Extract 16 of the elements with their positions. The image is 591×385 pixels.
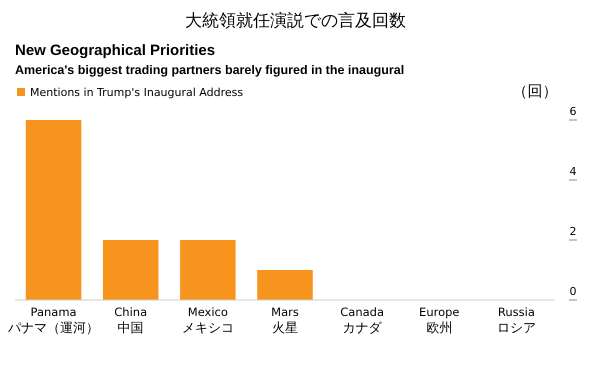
annotation: America's biggest trading partners barely figured in the inaugural: [15, 63, 404, 77]
x-tick-label: Panama パナマ（運河）: [7, 305, 100, 336]
x-tick-label: Mexico メキシコ: [182, 305, 234, 336]
x-tick-label: China 中国: [114, 305, 148, 336]
y-tick-label: 6: [570, 105, 576, 118]
title: 大統領就任演説での言及回数: [185, 11, 406, 31]
x-tick-label: Russia ロシア: [496, 305, 536, 336]
ylabel: （回）: [512, 82, 558, 100]
legend-label: Mentions in Trump's Inaugural Address: [30, 86, 244, 99]
x-tick-label: Mars 火星: [271, 305, 299, 336]
y-tick-label: 4: [570, 165, 576, 178]
y-tick-label: 2: [570, 225, 576, 238]
x-tick-label: Canada カナダ: [340, 305, 384, 336]
subtitle: New Geographical Priorities: [15, 42, 216, 59]
x-tick-label: Europe 欧州: [419, 305, 460, 336]
y-tick-label: 0: [570, 285, 576, 298]
